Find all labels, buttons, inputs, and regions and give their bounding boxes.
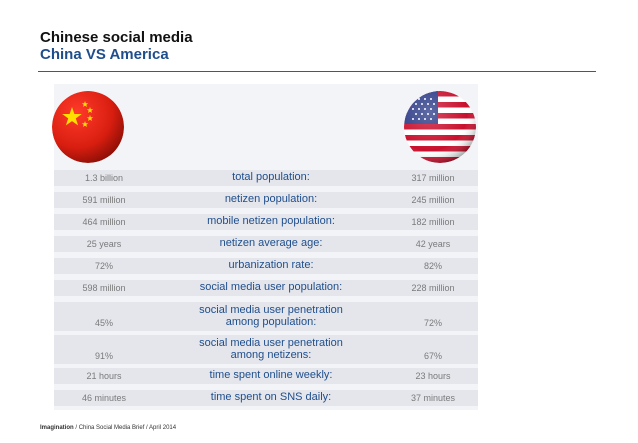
america-value: 42 years	[415, 239, 451, 249]
comparison-row-urbanization-rate: 72% urbanization rate: 82%	[54, 258, 478, 274]
footer-separator: /	[73, 425, 79, 431]
metric-label-line-1: social media user penetration	[199, 304, 343, 316]
america-value: 72%	[423, 318, 442, 328]
china-value: 72%	[94, 261, 113, 271]
footer: Imagination / China Social Media Brief /…	[40, 425, 176, 431]
america-value: 82%	[423, 261, 442, 271]
america-value: 228 million	[411, 283, 455, 293]
comparison-row-time-online-weekly: 21 hours time spent online weekly: 23 ho…	[54, 368, 478, 384]
china-value: 598 million	[82, 283, 126, 293]
china-value: 91%	[94, 351, 113, 361]
metric-label: mobile netizen population:	[207, 215, 335, 227]
metric-label-line-2: among netizens:	[230, 349, 312, 361]
america-value: 67%	[423, 351, 442, 361]
china-value: 591 million	[82, 195, 126, 205]
metric-label: netizen average age:	[219, 237, 323, 249]
america-value: 37 minutes	[410, 393, 456, 403]
china-value: 46 minutes	[81, 393, 127, 403]
china-value: 45%	[94, 318, 113, 328]
page-title: Chinese social media	[40, 29, 193, 46]
metric-label: netizen population:	[224, 193, 318, 205]
usa-flag-icon	[404, 91, 476, 163]
footer-brand: Imagination	[40, 425, 74, 431]
metric-label-line-1: social media user penetration	[199, 337, 343, 349]
china-flag-icon	[52, 91, 124, 163]
china-value: 464 million	[82, 217, 126, 227]
title-divider	[38, 71, 596, 72]
america-value: 317 million	[411, 173, 455, 183]
china-value: 25 years	[86, 239, 122, 249]
metric-label: total population:	[232, 171, 310, 183]
page-subtitle: China VS America	[40, 46, 169, 63]
metric-label: urbanization rate:	[228, 259, 314, 271]
comparison-row-social-media-user-population: 598 million social media user population…	[54, 280, 478, 296]
comparison-row-mobile-netizen-population: 464 million mobile netizen population: 1…	[54, 214, 478, 230]
metric-label: time spent online weekly:	[209, 369, 333, 381]
comparison-row-penetration-among-population: 45% social media user penetration among …	[54, 302, 478, 331]
america-value: 23 hours	[415, 371, 451, 381]
comparison-row-time-on-sns-daily: 46 minutes time spent on SNS daily: 37 m…	[54, 390, 478, 406]
metric-label: time spent on SNS daily:	[210, 391, 332, 403]
china-value: 1.3 billion	[84, 173, 124, 183]
america-value: 245 million	[411, 195, 455, 205]
metric-label: social media user penetration among neti…	[154, 335, 388, 364]
metric-label: social media user population:	[199, 281, 343, 293]
metric-label: social media user penetration among popu…	[154, 302, 388, 331]
comparison-row-netizen-average-age: 25 years netizen average age: 42 years	[54, 236, 478, 252]
metric-label-line-2: among population:	[225, 316, 317, 328]
comparison-row-netizen-population: 591 million netizen population: 245 mill…	[54, 192, 478, 208]
america-value: 182 million	[411, 217, 455, 227]
china-value: 21 hours	[86, 371, 122, 381]
comparison-row-total-population: 1.3 billion total population: 317 millio…	[54, 170, 478, 186]
footer-text: China Social Media Brief / April 2014	[78, 425, 177, 431]
comparison-row-penetration-among-netizens: 91% social media user penetration among …	[54, 335, 478, 364]
